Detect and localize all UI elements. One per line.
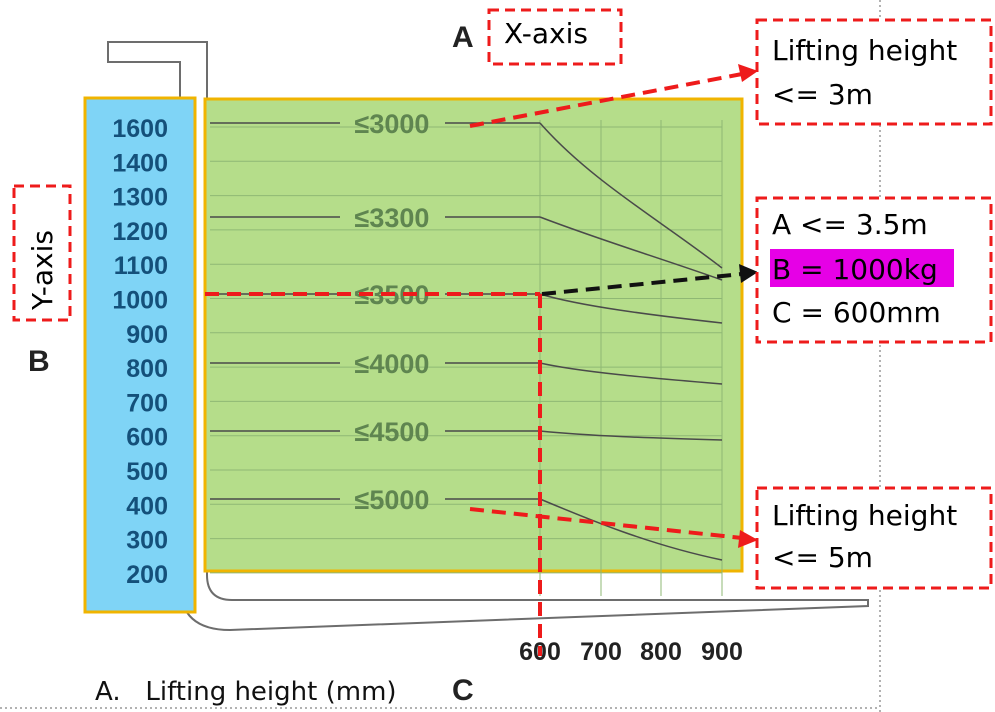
marker-b: B bbox=[28, 345, 50, 378]
arrow-top-head bbox=[738, 64, 758, 82]
callout-bottom-line2: <= 5m bbox=[772, 541, 873, 574]
marker-c: C bbox=[452, 674, 474, 707]
y-tick-label: 700 bbox=[126, 389, 168, 417]
y-tick-label: 1000 bbox=[112, 287, 168, 315]
x-tick-label: 900 bbox=[701, 638, 743, 666]
height-label: ≤3000 bbox=[355, 109, 430, 139]
y-tick-label: 1300 bbox=[112, 184, 168, 212]
y-tick-label: 200 bbox=[126, 561, 168, 589]
callout-middle-line2: B = 1000kg bbox=[772, 253, 938, 286]
y-tick-label: 1400 bbox=[112, 149, 168, 177]
x-axis-tag: X-axis bbox=[504, 17, 588, 50]
marker-a: A bbox=[452, 21, 474, 54]
height-label: ≤4000 bbox=[355, 349, 430, 379]
bottom-caption: A. Lifting height (mm) bbox=[95, 677, 397, 707]
callout-middle-line3: C = 600mm bbox=[772, 296, 941, 329]
height-label: ≤3300 bbox=[355, 203, 430, 233]
y-tick-label: 300 bbox=[126, 527, 168, 555]
callout-middle-line1: A <= 3.5m bbox=[772, 208, 928, 241]
x-tick-labels: 600 700 800 900 bbox=[519, 638, 743, 666]
y-tick-label: 1100 bbox=[114, 252, 168, 280]
callout-top-line1: Lifting height bbox=[772, 34, 957, 67]
x-tick-label: 700 bbox=[580, 638, 622, 666]
y-axis-tag: Y-axis bbox=[26, 230, 59, 311]
arrow-bottom-head bbox=[738, 530, 758, 548]
y-tick-label: 800 bbox=[126, 355, 168, 383]
y-tick-label: 500 bbox=[126, 458, 168, 486]
height-label: ≤5000 bbox=[355, 485, 430, 515]
y-tick-label: 900 bbox=[126, 321, 168, 349]
arrow-middle-head bbox=[739, 264, 758, 283]
y-tick-label: 600 bbox=[126, 424, 168, 452]
y-tick-label: 1200 bbox=[112, 218, 168, 246]
callout-bottom-line1: Lifting height bbox=[772, 499, 957, 532]
y-tick-label: 1600 bbox=[112, 115, 168, 143]
x-tick-label: 800 bbox=[640, 638, 682, 666]
y-tick-label: 400 bbox=[126, 492, 168, 520]
height-label: ≤4500 bbox=[355, 417, 430, 447]
callout-top-line2: <= 3m bbox=[772, 78, 873, 111]
